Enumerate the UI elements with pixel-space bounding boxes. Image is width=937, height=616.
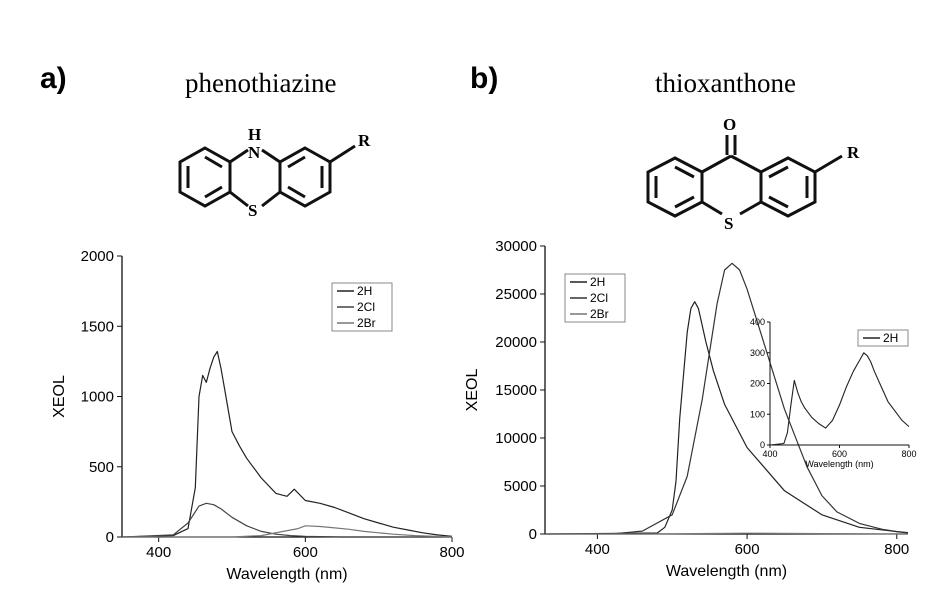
chart-b-inset-series-2H-line: [769, 352, 910, 446]
chart-b: 400 600 800 0 5000 10000 15000 20000 25000 30000 W…: [464, 238, 909, 580]
chart-a-y-tick-label: 500: [89, 459, 114, 476]
chart-b-inset-y-tick-label: 0: [760, 440, 765, 450]
chart-a-series-2Cl-line: [121, 502, 452, 538]
thioxanthone-structure: [646, 135, 843, 218]
chart-b-inset-x-axis-label: Wavelength (nm): [805, 459, 873, 469]
chart-a-y-tick-label: 1000: [81, 389, 114, 406]
chart-b-legend-label: 2Cl: [590, 291, 608, 305]
phenothiazine-s-label: S: [248, 201, 257, 220]
molecule-a-title: phenothiazine: [185, 68, 336, 98]
chart-b-inset-legend-box: [857, 329, 909, 347]
chart-b-y-tick-label: 0: [529, 526, 537, 543]
chart-b-x-tick-label: 600: [735, 541, 760, 558]
chart-a-series-2H-line: [121, 350, 453, 538]
chart-b-y-axis-label: XEOL: [464, 369, 481, 412]
chart-a-y-tick-label: 2000: [81, 248, 114, 265]
chart-b-inset-y-tick-label: 400: [750, 317, 765, 327]
chart-a-legend-label: 2Cl: [357, 300, 375, 314]
chart-b-inset-y-tick-label: 100: [750, 409, 765, 419]
phenothiazine-h-label: H: [248, 125, 261, 144]
chart-b-y-tick-label: 20000: [495, 334, 537, 351]
chart-a-y-tick-label: 0: [106, 529, 114, 546]
chart-b-series-2Br-line: [545, 532, 909, 535]
chart-b-inset-x-tick-label: 600: [832, 449, 847, 459]
chart-b-y-tick-label: 15000: [495, 382, 537, 399]
chart-a: 400 600 800 0 500 1000 1500 2000 Wavelength (nm)…: [51, 248, 465, 583]
chart-a-legend-label: 2H: [357, 284, 372, 298]
chart-b-inset: 400 600 800 0 100 200 300 400 Wavelength (nm) 2H: [750, 317, 917, 469]
chart-b-inset-x-tick-label: 800: [901, 449, 916, 459]
chart-a-series-2Br-line: [122, 525, 453, 538]
chart-b-series-2Cl-line: [544, 262, 909, 535]
chart-b-y-tick-label: 10000: [495, 430, 537, 447]
chart-b-x-axis-label: Wavelength (nm): [666, 563, 787, 580]
chart-a-x-tick-label: 800: [439, 544, 464, 561]
chart-b-legend-label: 2H: [590, 275, 605, 289]
thioxanthone-o-label: O: [723, 115, 736, 134]
chart-a-y-axis-label: XEOL: [51, 375, 68, 418]
chart-a-x-axis-label: Wavelength (nm): [226, 566, 347, 583]
chart-b-series-2H-line: [544, 301, 909, 535]
chart-b-x-tick-label: 800: [884, 541, 909, 558]
chart-b-inset-y-tick-label: 200: [750, 379, 765, 389]
thioxanthone-s-label: S: [724, 214, 733, 233]
chart-b-inset-x-tick-label: 400: [762, 449, 777, 459]
chart-b-inset-y-tick-label: 300: [750, 348, 765, 358]
chart-a-legend-label: 2Br: [357, 316, 376, 330]
chart-b-inset-legend-label: 2H: [883, 331, 898, 345]
chart-b-y-tick-label: 30000: [495, 238, 537, 255]
panel-a-label: a): [40, 62, 67, 95]
phenothiazine-r-label: R: [358, 131, 371, 150]
chart-a-x-tick-label: 400: [146, 544, 171, 561]
chart-a-x-tick-label: 600: [293, 544, 318, 561]
chart-a-y-tick-label: 1500: [81, 318, 114, 335]
chart-b-legend-label: 2Br: [590, 307, 609, 321]
chart-b-y-tick-label: 5000: [504, 478, 537, 495]
phenothiazine-n-label: N: [248, 143, 261, 162]
chart-b-y-tick-label: 25000: [495, 286, 537, 303]
thioxanthone-r-label: R: [847, 143, 860, 162]
chart-b-x-tick-label: 400: [585, 541, 610, 558]
molecule-b-title: thioxanthone: [655, 68, 796, 98]
panel-b-label: b): [470, 62, 498, 95]
phenothiazine-structure: [178, 144, 356, 208]
